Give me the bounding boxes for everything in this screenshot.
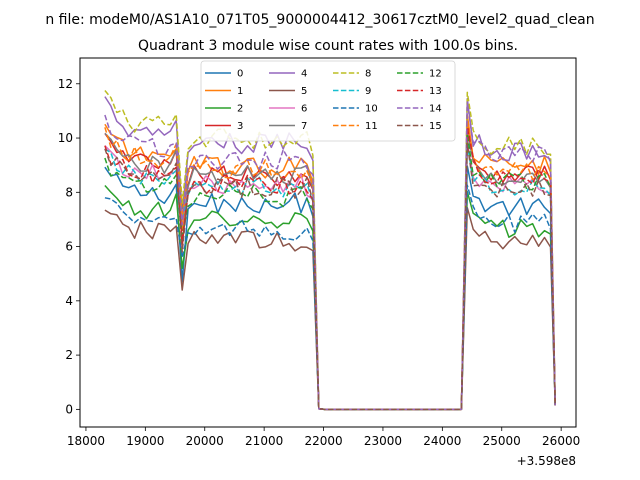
chart-title: Quadrant 3 module wise count rates with … [138, 38, 518, 54]
x-tick-label: 20000 [186, 434, 224, 448]
y-tick-label: 8 [65, 185, 73, 199]
y-tick-label: 10 [58, 131, 73, 145]
legend-label-0: 0 [237, 69, 243, 80]
legend-label-13: 13 [429, 86, 442, 97]
x-tick-label: 25000 [483, 434, 521, 448]
y-tick-label: 6 [65, 240, 73, 254]
legend-label-2: 2 [237, 104, 243, 115]
legend-label-7: 7 [301, 121, 307, 132]
series-line-8 [104, 90, 556, 411]
y-axis: 0 2 4 6 8 10 12 [58, 77, 80, 416]
y-tick-label: 0 [65, 402, 73, 416]
legend-frame [200, 60, 456, 142]
series-lines [104, 90, 556, 411]
legend-label-4: 4 [301, 69, 307, 80]
legend-label-5: 5 [301, 86, 307, 97]
legend-label-3: 3 [237, 121, 243, 132]
y-tick-label: 4 [65, 294, 73, 308]
legend-label-9: 9 [365, 86, 371, 97]
legend-label-10: 10 [365, 104, 378, 115]
y-tick-label: 2 [65, 348, 73, 362]
y-tick-label: 12 [58, 77, 73, 91]
x-tick-label: 22000 [304, 434, 342, 448]
legend-label-15: 15 [429, 121, 442, 132]
x-offset-label: +3.598e8 [517, 454, 576, 468]
x-tick-label: 24000 [423, 434, 461, 448]
chart-suptitle: n file: modeM0/AS1A10_071T05_9000004412_… [45, 12, 594, 28]
x-tick-label: 19000 [126, 434, 164, 448]
x-tick-label: 21000 [245, 434, 283, 448]
legend-label-6: 6 [301, 104, 307, 115]
x-tick-label: 23000 [364, 434, 402, 448]
x-tick-label: 18000 [67, 434, 105, 448]
legend-label-8: 8 [365, 69, 371, 80]
legend-label-12: 12 [429, 69, 442, 80]
x-tick-label: 26000 [542, 434, 580, 448]
x-axis: 18000 19000 20000 21000 22000 23000 24000 25000… [67, 427, 580, 448]
series-line-15 [104, 142, 556, 411]
legend-label-1: 1 [237, 86, 243, 97]
legend-label-14: 14 [429, 104, 442, 115]
legend-label-11: 11 [365, 121, 378, 132]
plot-frame [79, 57, 577, 428]
